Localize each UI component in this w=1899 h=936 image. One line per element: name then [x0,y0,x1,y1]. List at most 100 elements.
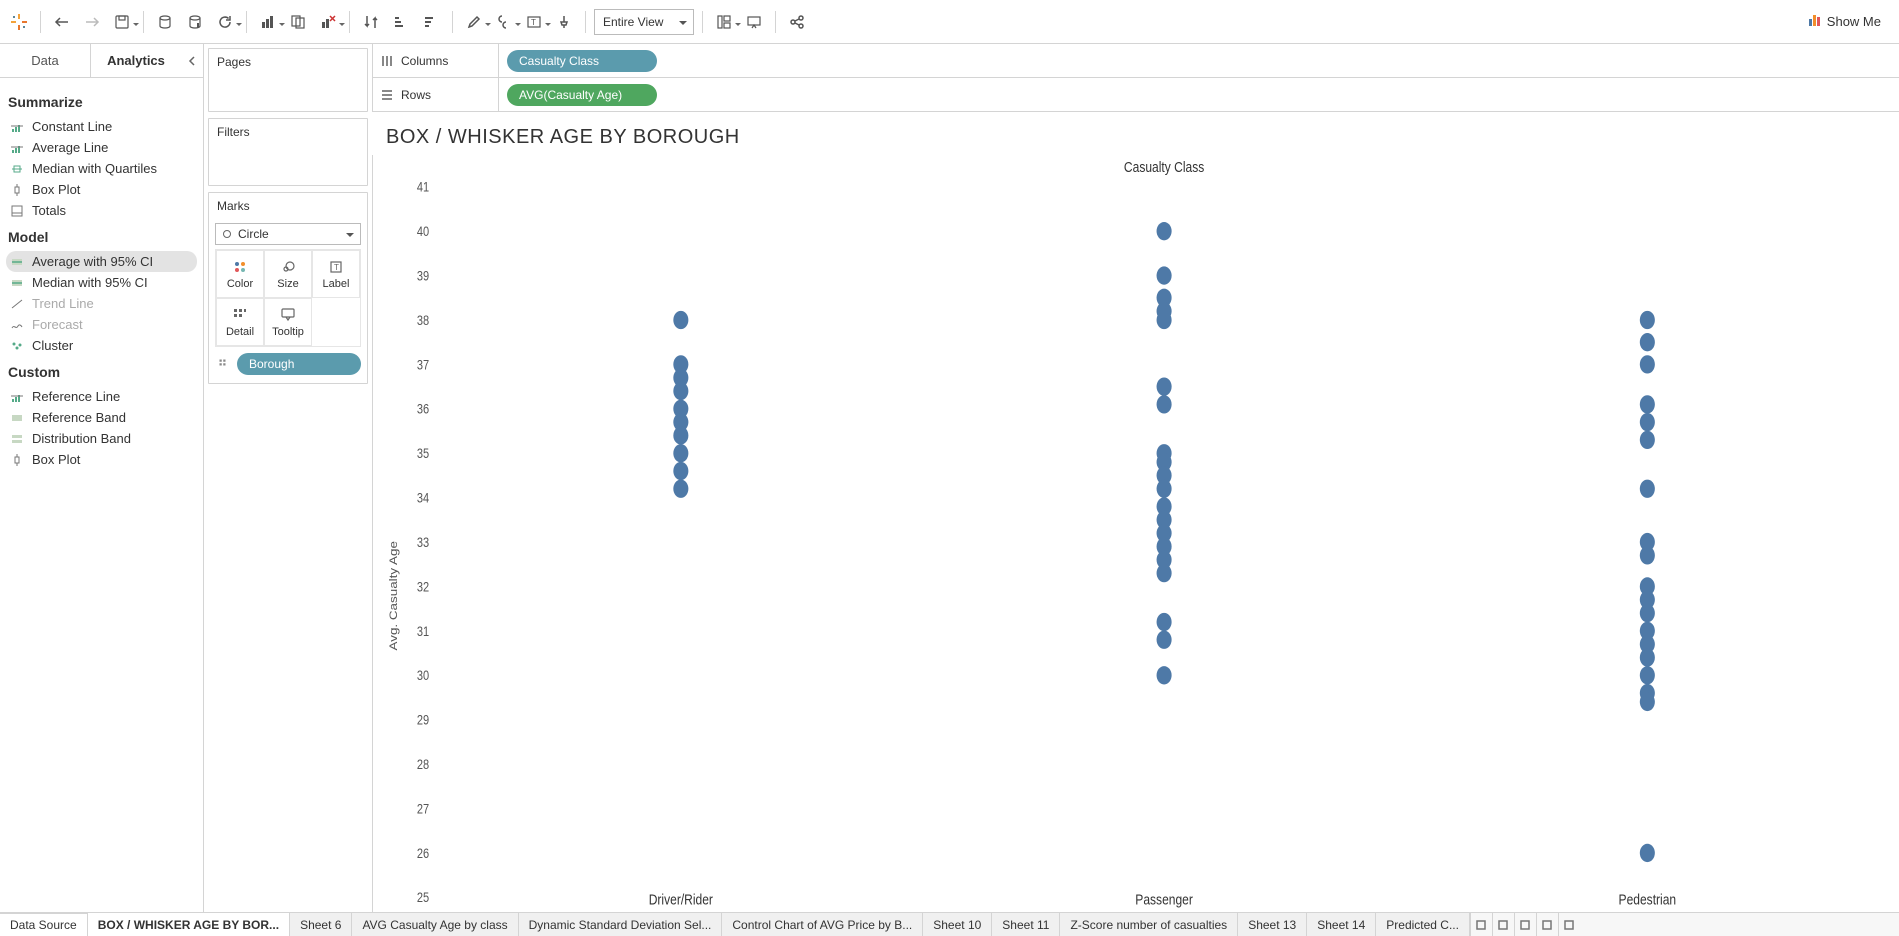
new-sheet-icon[interactable] [1470,913,1492,936]
show-hide-cards-icon[interactable] [711,9,737,35]
data-source-tab[interactable]: Data Source [0,913,88,936]
sheet-tab[interactable]: Sheet 10 [923,913,992,936]
refresh-icon[interactable] [212,9,238,35]
data-point[interactable] [1640,546,1655,564]
sheet-tab[interactable]: Dynamic Standard Deviation Sel... [519,913,723,936]
sort-ascending-icon[interactable] [388,9,414,35]
new-data-source-icon[interactable] [152,9,178,35]
new-dashboard-icon[interactable] [1492,913,1514,936]
data-point[interactable] [1640,666,1655,684]
data-point[interactable] [673,462,688,480]
show-mark-labels-icon[interactable]: T [521,9,547,35]
marks-detail-button[interactable]: Detail [216,298,264,346]
redo-icon[interactable] [79,9,105,35]
sheet-tab[interactable]: BOX / WHISKER AGE BY BOR... [88,913,290,936]
new-worksheet-icon[interactable] [255,9,281,35]
show-filmstrip-icon[interactable] [1536,913,1558,936]
presentation-mode-icon[interactable] [741,9,767,35]
sheet-tab[interactable]: AVG Casualty Age by class [352,913,518,936]
sheet-tab[interactable]: Sheet 14 [1307,913,1376,936]
sheet-tab[interactable]: Sheet 6 [290,913,352,936]
analytics-item[interactable]: Average with 95% CI [6,251,197,272]
strip-plot[interactable]: Casualty Class41403938373635343332313029… [372,155,1899,912]
analytics-item[interactable]: Average Line [6,137,197,158]
data-point[interactable] [1640,604,1655,622]
sheet-tab[interactable]: Sheet 11 [992,913,1060,936]
highlight-icon[interactable] [461,9,487,35]
rows-shelf[interactable]: Rows AVG(Casualty Age) [372,78,1899,112]
share-icon[interactable] [784,9,810,35]
viz-title[interactable]: BOX / WHISKER AGE BY BOROUGH [372,112,1899,155]
sort-descending-icon[interactable] [418,9,444,35]
data-point[interactable] [1640,395,1655,413]
data-point[interactable] [1157,395,1172,413]
marks-tooltip-button[interactable]: Tooltip [264,298,312,346]
marks-color-button[interactable]: Color [216,250,264,298]
undo-icon[interactable] [49,9,75,35]
data-point[interactable] [1640,648,1655,666]
data-point[interactable] [1157,564,1172,582]
analytics-item[interactable]: Median with 95% CI [6,272,197,293]
data-tab[interactable]: Data [0,44,91,77]
pause-auto-updates-icon[interactable] [182,9,208,35]
show-me-button[interactable]: Show Me [1809,14,1893,29]
analytics-tab[interactable]: Analytics [91,44,181,77]
data-point[interactable] [673,444,688,462]
analytics-item[interactable]: Box Plot [6,449,197,470]
analytics-item[interactable]: Median with Quartiles [6,158,197,179]
data-point[interactable] [1640,355,1655,373]
data-point[interactable] [1640,413,1655,431]
data-point[interactable] [1640,311,1655,329]
y-tick-label: 29 [417,713,429,728]
pin-icon[interactable] [551,9,577,35]
analytics-item[interactable]: Cluster [6,335,197,356]
marks-label-button[interactable]: T Label [312,250,360,298]
borough-detail-pill[interactable]: Borough [237,353,361,375]
marks-size-button[interactable]: Size [264,250,312,298]
data-point[interactable] [673,480,688,498]
data-point[interactable] [1157,613,1172,631]
swap-rows-columns-icon[interactable] [358,9,384,35]
analytics-item[interactable]: Constant Line [6,116,197,137]
data-point[interactable] [1157,311,1172,329]
data-point[interactable] [673,426,688,444]
analytics-item[interactable]: Distribution Band [6,428,197,449]
data-point[interactable] [1157,266,1172,284]
group-icon[interactable] [491,9,517,35]
save-icon[interactable] [109,9,135,35]
data-point[interactable] [1640,844,1655,862]
sheet-tab[interactable]: Z-Score number of casualties [1060,913,1238,936]
analytics-item[interactable]: Box Plot [6,179,197,200]
sheet-tab[interactable]: Sheet 13 [1238,913,1307,936]
data-point[interactable] [1157,666,1172,684]
data-point[interactable] [1157,222,1172,240]
show-sheet-sorter-icon[interactable] [1558,913,1580,936]
duplicate-sheet-icon[interactable] [285,9,311,35]
data-point[interactable] [673,382,688,400]
avg-casualty-age-pill[interactable]: AVG(Casualty Age) [507,84,657,106]
filters-card[interactable]: Filters [208,118,368,186]
data-point[interactable] [1640,431,1655,449]
collapse-side-panel-icon[interactable] [181,44,203,77]
analytics-item[interactable]: Totals [6,200,197,221]
sheet-tab[interactable]: Control Chart of AVG Price by B... [722,913,923,936]
data-point[interactable] [1157,631,1172,649]
marks-type-selector[interactable]: Circle [215,223,361,245]
data-point[interactable] [1157,480,1172,498]
data-point[interactable] [1640,480,1655,498]
data-point[interactable] [1640,333,1655,351]
data-point[interactable] [1640,693,1655,711]
sheet-tab[interactable]: Predicted C... [1376,913,1470,936]
analytics-item[interactable]: Reference Band [6,407,197,428]
sheet-tab-bar: Data SourceBOX / WHISKER AGE BY BOR...Sh… [0,912,1899,936]
data-point[interactable] [673,311,688,329]
new-story-icon[interactable] [1514,913,1536,936]
analytics-item[interactable]: Reference Line [6,386,197,407]
clear-sheet-icon[interactable] [315,9,341,35]
casualty-class-pill[interactable]: Casualty Class [507,50,657,72]
fit-selector[interactable]: Entire View [594,9,694,35]
tableau-logo-icon[interactable] [6,9,32,35]
pages-card[interactable]: Pages [208,48,368,112]
data-point[interactable] [1157,377,1172,395]
columns-shelf[interactable]: Columns Casualty Class [372,44,1899,78]
